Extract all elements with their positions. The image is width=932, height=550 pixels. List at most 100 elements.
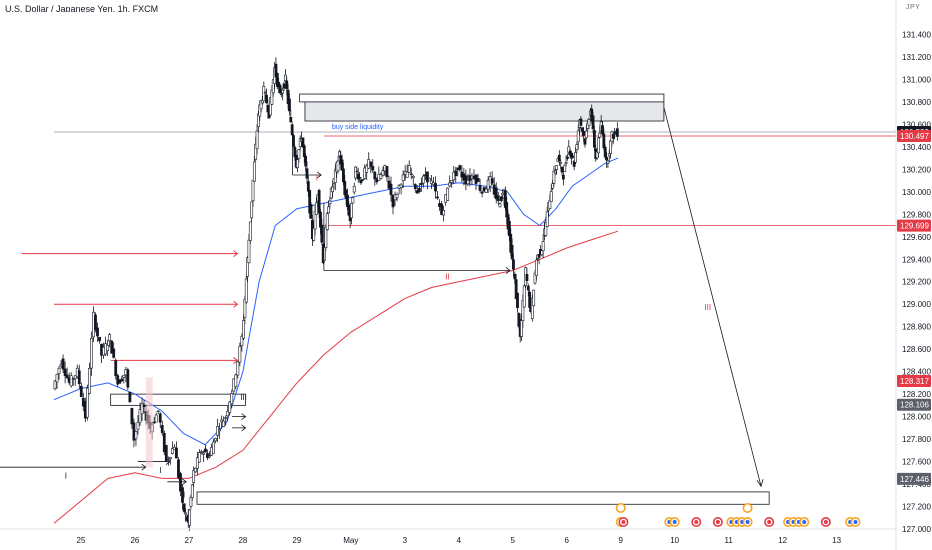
candle-body [583, 138, 587, 145]
candle-body [230, 393, 234, 405]
candle-body [110, 340, 114, 354]
candle-body [576, 130, 580, 143]
candle-body [63, 368, 67, 376]
candle-body [361, 179, 365, 181]
candle-body [513, 273, 517, 280]
candle-body [560, 166, 564, 173]
candle-body [450, 180, 454, 183]
time-tick-label: 10 [670, 536, 679, 545]
candle-body [597, 137, 600, 154]
candle-body [358, 176, 362, 179]
candle-body [541, 241, 545, 252]
candle-body [615, 128, 619, 137]
candle-body [156, 410, 160, 412]
candle-body [601, 125, 604, 135]
candle-body [170, 448, 174, 454]
candle-body [94, 314, 97, 330]
time-tick-label: 25 [77, 536, 86, 545]
candle-body [448, 182, 452, 187]
price-tick-label: 130.400 [902, 143, 931, 152]
event-icon [742, 502, 753, 513]
candle-body [520, 320, 523, 337]
candle-body [309, 204, 313, 219]
candle-body [593, 130, 596, 148]
candle-body [242, 320, 245, 339]
candle-body [526, 285, 530, 291]
candle-body [417, 188, 421, 192]
candle-body [193, 467, 197, 473]
candle-body [351, 197, 355, 204]
candle-body [522, 285, 526, 308]
price-tick-label: 131.000 [902, 75, 931, 84]
candle-body [79, 385, 83, 397]
zone-rect [110, 393, 246, 406]
price-tag [897, 472, 931, 485]
candle-body [120, 378, 124, 382]
candle-body [188, 509, 191, 526]
event-icon-dot [672, 520, 677, 524]
candle-body [579, 118, 583, 126]
candle-body [407, 165, 411, 173]
price-tick-label: 127.600 [902, 458, 931, 467]
price-tag-label: 129.699 [900, 222, 929, 231]
candle-body [65, 374, 69, 379]
candle-body [516, 292, 519, 309]
candle-body [496, 195, 500, 201]
candle-body [336, 160, 340, 172]
candle-body [484, 188, 488, 193]
candle-body [114, 360, 118, 376]
time-tick-label: 4 [457, 536, 462, 545]
candle-body [561, 174, 565, 180]
highlight-zone [145, 377, 153, 468]
price-tag [897, 129, 931, 142]
candle-body [181, 487, 184, 503]
liquidity-arrow-head [233, 300, 239, 308]
candle-body [208, 455, 211, 458]
candle-body [252, 161, 256, 182]
time-tick-label: 6 [565, 536, 570, 545]
candle-body [226, 411, 230, 417]
candle-body [218, 429, 222, 432]
candle-body [566, 156, 569, 159]
candle-body [591, 115, 595, 130]
structure-arrow-small-3-head [241, 413, 247, 420]
candle-body [365, 165, 369, 173]
candle-body [77, 370, 81, 385]
time-tick-label: 12 [778, 536, 787, 545]
candle-body [116, 375, 120, 385]
candle-body [228, 401, 232, 413]
candle-body [602, 133, 606, 149]
candle-body [130, 407, 134, 425]
annotation-label: I [159, 466, 161, 475]
price-tick-label: 128.800 [902, 323, 931, 332]
candle-body [454, 170, 458, 177]
price-tag [897, 219, 931, 232]
price-tag-label: 130.497 [900, 132, 929, 141]
candle-body [466, 179, 470, 185]
annotation-label: III [240, 393, 247, 402]
price-tick-label: 131.400 [902, 30, 931, 39]
price-tag [897, 374, 931, 387]
candle-body [371, 166, 375, 171]
candle-body [436, 196, 439, 199]
candle-body [551, 183, 554, 189]
candle-body [580, 127, 584, 132]
candle-body [498, 203, 502, 208]
candle-body [385, 166, 389, 178]
candle-body [609, 140, 613, 154]
candle-body [537, 254, 541, 258]
candle-body [478, 185, 482, 191]
candle-body [605, 156, 608, 161]
candle-body [399, 184, 403, 188]
price-tick-label: 127.000 [902, 525, 931, 534]
annotation-label: I [65, 471, 67, 480]
candle-body [320, 224, 324, 243]
candle-body [389, 183, 393, 196]
annotation-label: II [181, 491, 185, 500]
candle-body [574, 152, 577, 163]
candle-body [369, 161, 373, 167]
candle-body [606, 160, 610, 164]
